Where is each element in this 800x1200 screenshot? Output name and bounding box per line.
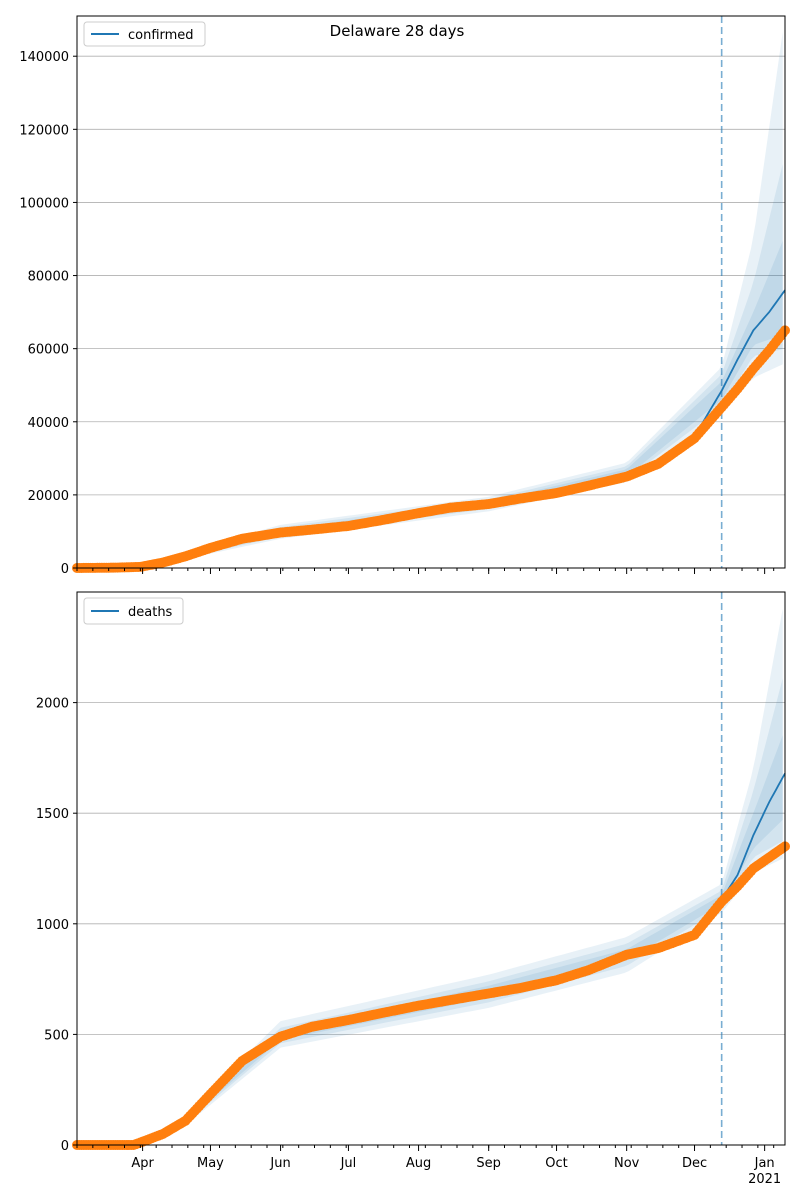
y-tick-label: 2000 (36, 697, 69, 712)
x-year-label: 2021 (748, 1172, 781, 1187)
y-tick-label: 1000 (36, 918, 69, 933)
deaths-legend: deaths (83, 597, 184, 625)
chart-title: Delaware 28 days (330, 22, 465, 40)
x-tick-label: Oct (545, 1156, 567, 1171)
y-tick-label: 120000 (19, 123, 69, 138)
confirmed-chart: 020000400006000080000100000120000140000 … (19, 15, 790, 577)
confirmed-plot-frame (76, 15, 786, 569)
x-tick-label: Sep (476, 1156, 501, 1171)
y-tick-label: 100000 (19, 196, 69, 211)
x-tick-label: Jan (754, 1156, 775, 1171)
x-tick-label: Jul (340, 1156, 357, 1171)
x-tick-label: Apr (131, 1156, 154, 1171)
y-tick-label: 40000 (28, 416, 69, 431)
y-tick-label: 500 (44, 1028, 69, 1043)
y-tick-label: 1500 (36, 807, 69, 822)
legend-box (83, 597, 184, 625)
confirmed-legend: confirmed (83, 21, 206, 47)
y-tick-label: 60000 (28, 343, 69, 358)
legend-label: confirmed (128, 28, 194, 43)
y-tick-label: 0 (61, 562, 69, 577)
forecast-line (720, 289, 786, 392)
forecast-line (720, 772, 786, 900)
x-tick-label: Aug (406, 1156, 431, 1171)
y-tick-label: 20000 (28, 489, 69, 504)
y-tick-label: 140000 (19, 50, 69, 65)
deaths-plot-frame (76, 591, 786, 1146)
x-tick-label: May (197, 1156, 224, 1171)
legend-label: deaths (128, 605, 173, 620)
deaths-chart: 0 500 1000 1500 2000 Apr May Jun Jul Aug Sep Oct No… (36, 591, 790, 1187)
x-tick-label: Nov (614, 1156, 640, 1171)
legend-box (83, 21, 206, 47)
y-tick-label: 0 (61, 1139, 69, 1154)
confidence-band (185, 31, 783, 559)
x-tick-label: Jun (269, 1156, 290, 1171)
x-tick-label: Dec (682, 1156, 707, 1171)
confidence-band (185, 608, 783, 1126)
y-tick-label: 80000 (28, 270, 69, 285)
